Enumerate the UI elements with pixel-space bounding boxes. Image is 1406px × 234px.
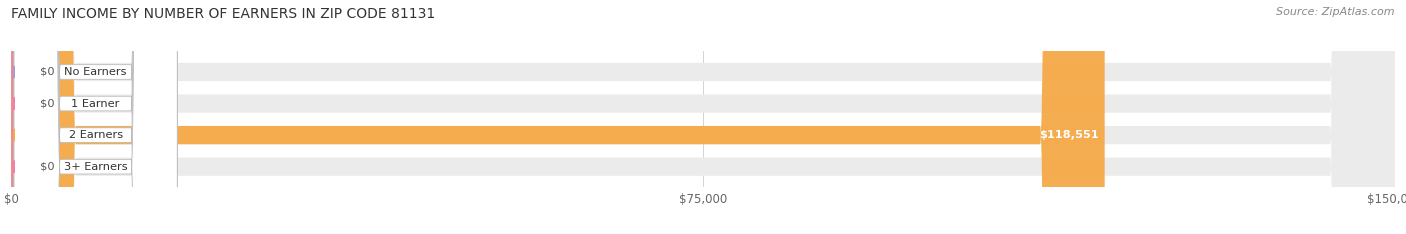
Text: 2 Earners: 2 Earners: [69, 130, 122, 140]
FancyBboxPatch shape: [11, 0, 30, 234]
FancyBboxPatch shape: [11, 0, 1105, 234]
Text: Source: ZipAtlas.com: Source: ZipAtlas.com: [1277, 7, 1395, 17]
FancyBboxPatch shape: [11, 0, 1395, 234]
FancyBboxPatch shape: [11, 0, 1395, 234]
FancyBboxPatch shape: [14, 0, 177, 234]
Text: 1 Earner: 1 Earner: [72, 99, 120, 109]
Text: $118,551: $118,551: [1039, 130, 1099, 140]
FancyBboxPatch shape: [14, 0, 177, 234]
FancyBboxPatch shape: [14, 0, 177, 234]
Text: FAMILY INCOME BY NUMBER OF EARNERS IN ZIP CODE 81131: FAMILY INCOME BY NUMBER OF EARNERS IN ZI…: [11, 7, 436, 21]
FancyBboxPatch shape: [14, 0, 177, 234]
FancyBboxPatch shape: [11, 0, 30, 234]
FancyBboxPatch shape: [11, 0, 1395, 234]
Text: No Earners: No Earners: [65, 67, 127, 77]
Text: $0: $0: [41, 67, 55, 77]
FancyBboxPatch shape: [11, 0, 30, 234]
Text: $0: $0: [41, 162, 55, 172]
FancyBboxPatch shape: [11, 0, 1395, 234]
Text: 3+ Earners: 3+ Earners: [63, 162, 128, 172]
Text: $0: $0: [41, 99, 55, 109]
